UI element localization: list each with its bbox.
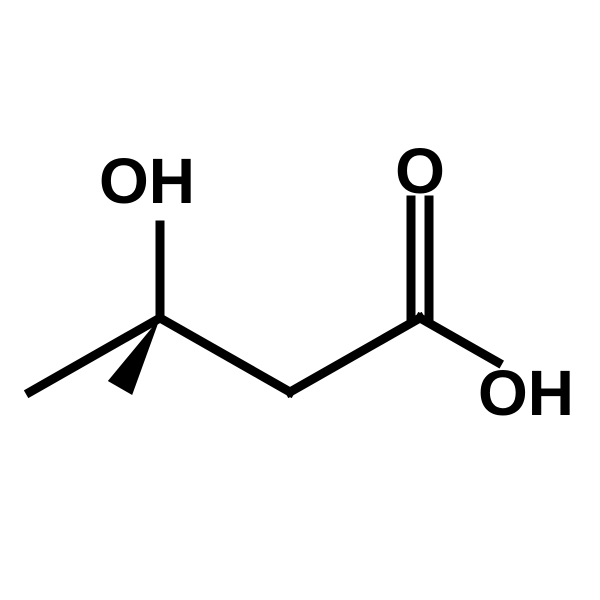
molecule-diagram: OH O OH: [0, 0, 600, 600]
atom-label-O4s: OH: [478, 357, 574, 429]
atom-label-O4d: O: [395, 135, 445, 207]
atom-label-O2: OH: [99, 145, 195, 217]
